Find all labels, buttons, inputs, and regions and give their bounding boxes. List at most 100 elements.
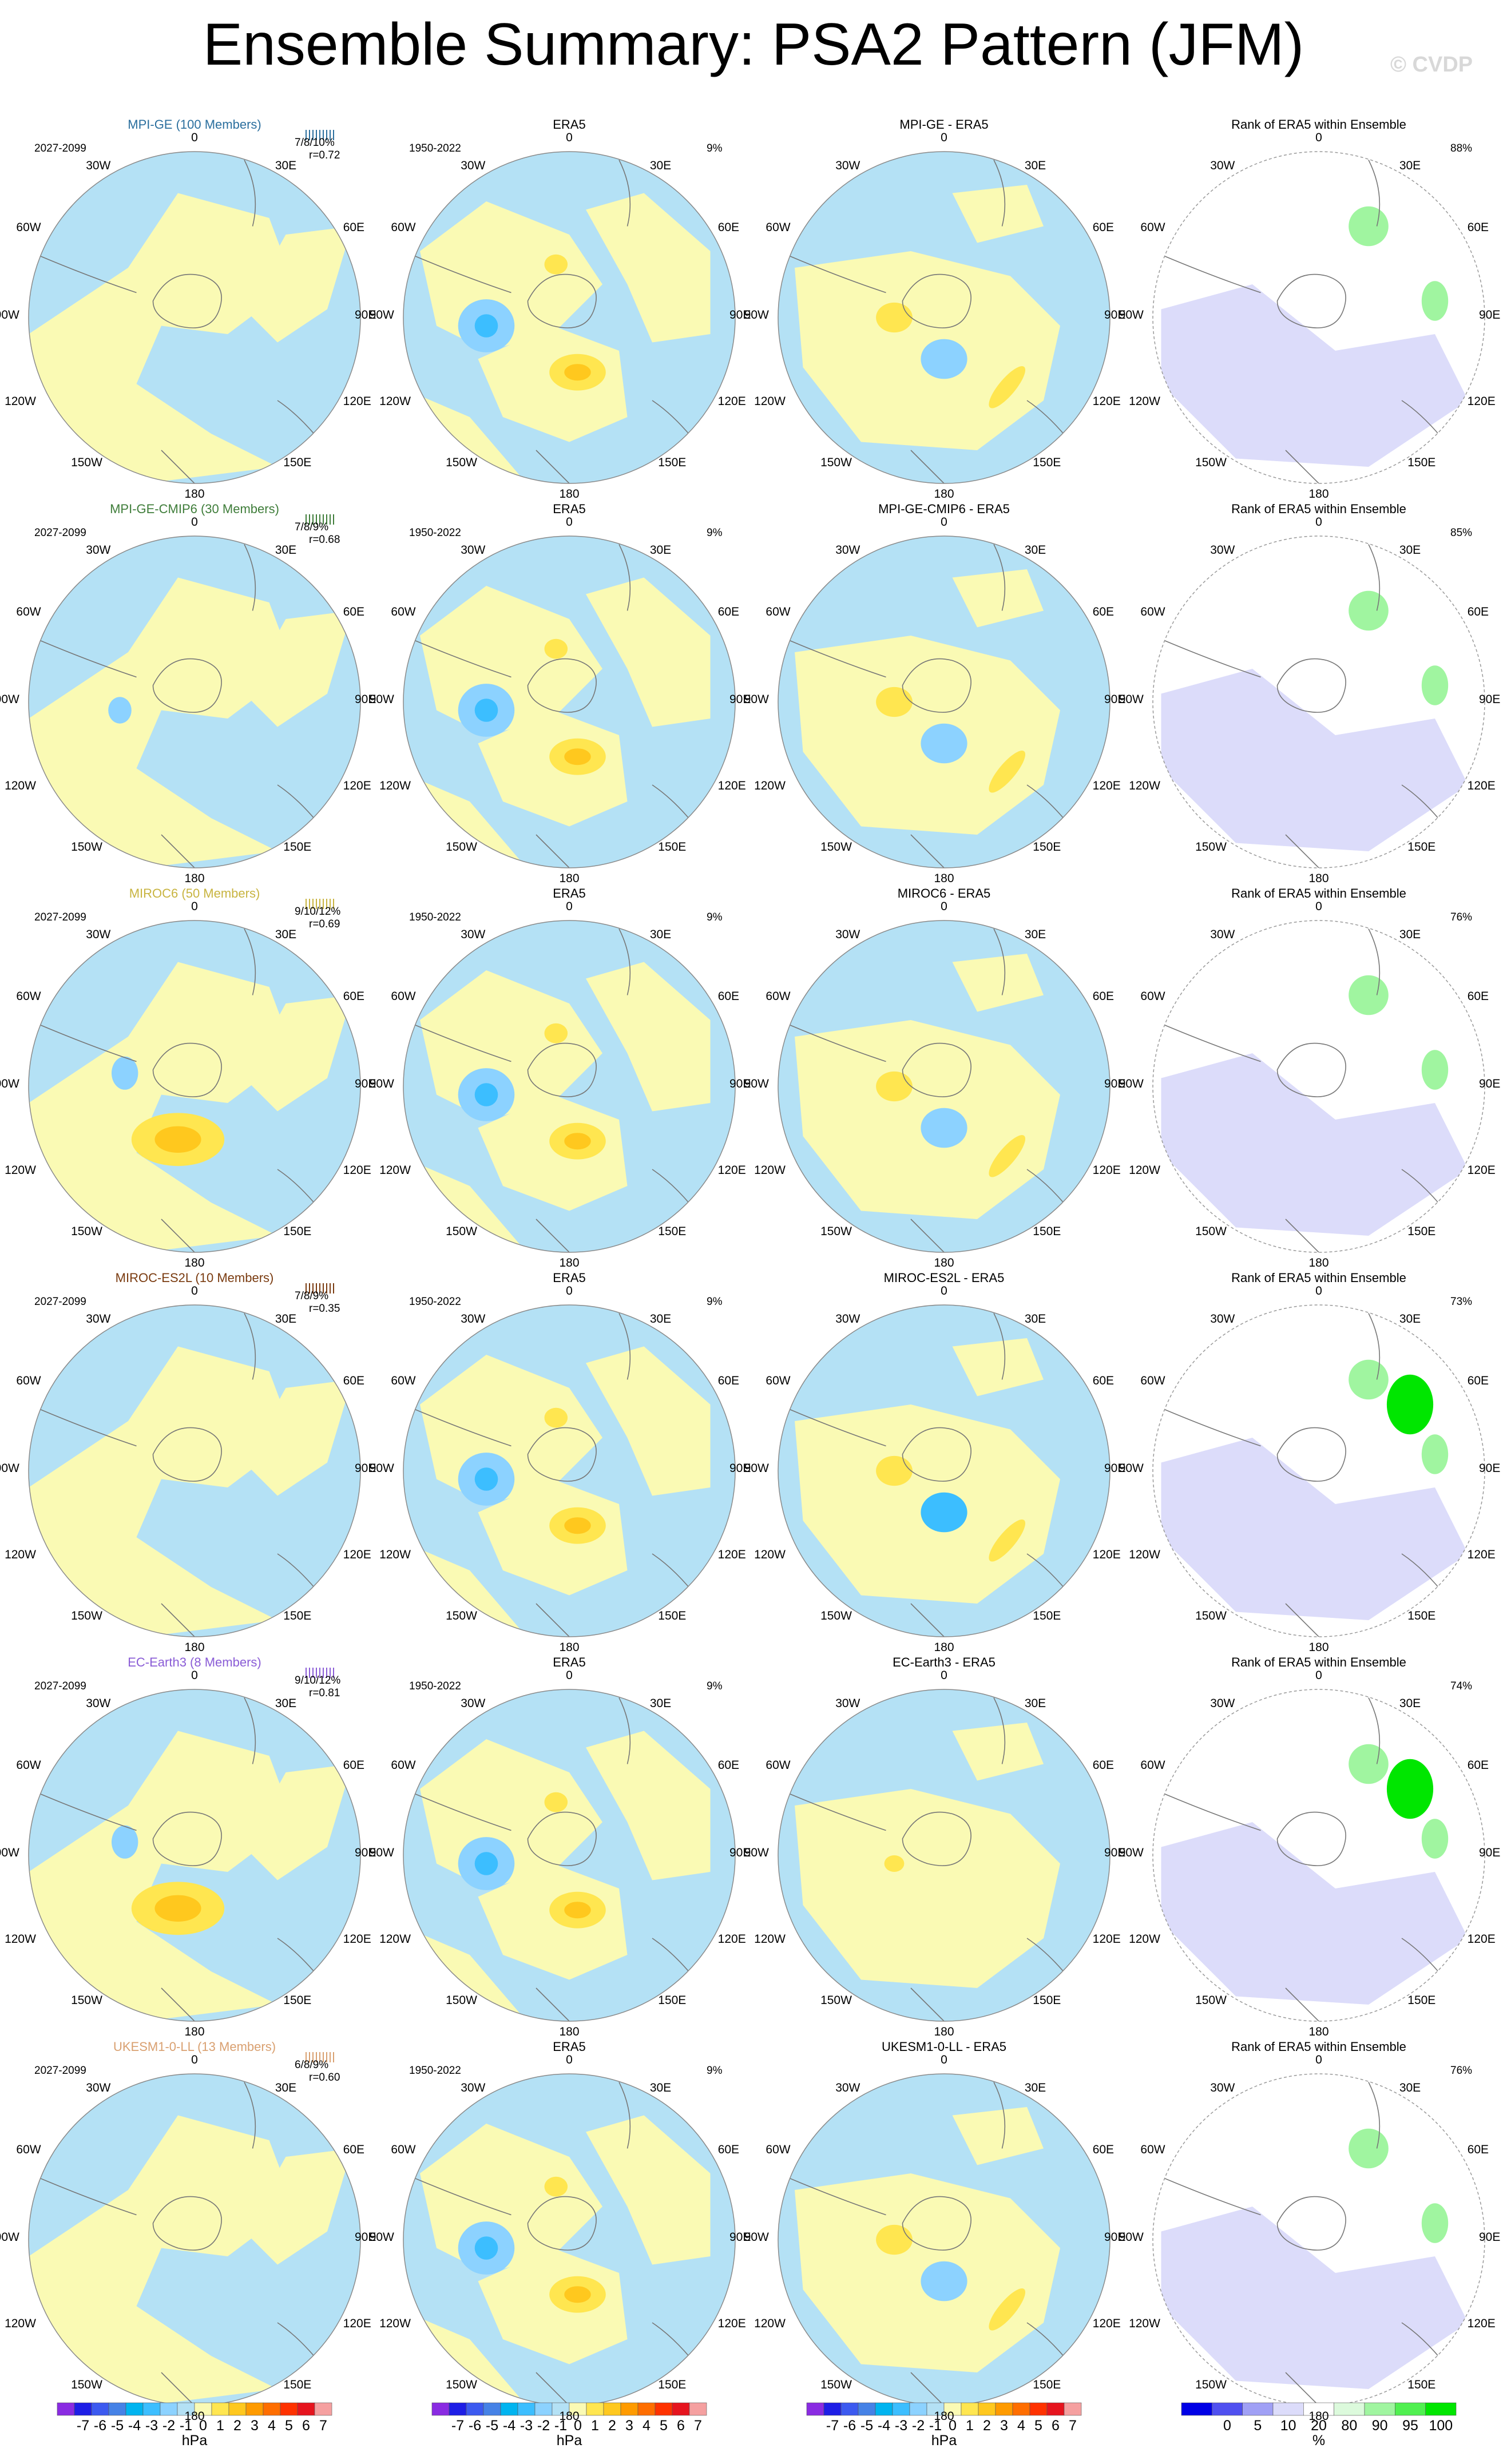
map-outline (778, 151, 1111, 484)
longitude-label: 60E (343, 220, 365, 234)
longitude-label: 0 (1315, 515, 1322, 529)
longitude-label: 120E (1092, 779, 1121, 792)
longitude-label: 120E (343, 1933, 371, 1946)
longitude-label: 30E (1399, 928, 1421, 942)
map-field (1153, 152, 1485, 483)
hpa-colorbar-tick-label: 0 (949, 2418, 957, 2434)
negative-anomaly (474, 1467, 498, 1491)
longitude-label: 90E (729, 2231, 751, 2244)
longitude-label: 90W (1119, 1077, 1144, 1091)
map-field (1153, 1689, 1485, 2021)
obs-panel-title: ERA5 (553, 886, 586, 900)
longitude-label: 150E (1033, 1225, 1061, 1239)
model-panel-title: UKESM1-0-LL (13 Members) (113, 2040, 276, 2054)
longitude-label: 120E (1467, 779, 1496, 792)
longitude-label: 150W (446, 840, 477, 854)
longitude-label: 150W (820, 2378, 852, 2392)
longitude-label: 30W (86, 159, 111, 173)
longitude-label: 120E (1467, 1933, 1496, 1946)
model-pattern-correlation: r=0.68 (309, 534, 340, 546)
longitude-label: 150W (1195, 840, 1227, 854)
negative-anomaly (921, 1108, 967, 1148)
longitude-label: 150W (820, 840, 852, 854)
longitude-label: 150E (283, 456, 312, 470)
obs-panel-title: ERA5 (553, 2040, 586, 2054)
positive-anomaly (564, 364, 591, 381)
positive-anomaly (478, 326, 628, 442)
longitude-label: 60E (1467, 1758, 1489, 1772)
hpa-colorbar-tick-label: 7 (1069, 2418, 1077, 2434)
longitude-label: 30E (275, 159, 297, 173)
longitude-label: 90W (0, 308, 19, 322)
longitude-label: 60W (391, 2142, 416, 2156)
longitude-label: 150W (1195, 2378, 1227, 2392)
longitude-label: 90W (369, 1846, 394, 1860)
model-pattern-correlation: r=0.60 (309, 2072, 340, 2084)
longitude-label: 150E (1407, 2378, 1436, 2392)
longitude-label: 120E (343, 395, 371, 408)
map-outline (1152, 151, 1485, 484)
longitude-label: 90E (1479, 1077, 1501, 1091)
hpa-colorbar-swatch (449, 2402, 467, 2416)
map-field (29, 536, 360, 868)
longitude-label: 120W (5, 1933, 36, 1946)
obs-period: 1950-2022 (409, 911, 461, 923)
longitude-label: 150E (283, 2378, 312, 2392)
longitude-label: 150E (658, 840, 687, 854)
obs-panel-title: ERA5 (553, 502, 586, 516)
map-field (778, 152, 1110, 483)
hpa-colorbar-tick-label: 6 (677, 2418, 685, 2434)
longitude-label: 180 (934, 872, 954, 886)
longitude-label: 120W (1129, 1164, 1160, 1177)
longitude-label: 90E (1104, 1846, 1126, 1860)
hpa-colorbar-tick-label: 2 (608, 2418, 616, 2434)
rank-lowish (1161, 1053, 1468, 1236)
positive-anomaly (876, 302, 913, 333)
map-field (29, 1305, 360, 1637)
longitude-label: 0 (1315, 130, 1322, 144)
longitude-label: 0 (191, 1284, 198, 1298)
hpa-colorbar-swatch (483, 2402, 501, 2416)
positive-anomaly (544, 2176, 568, 2197)
diff-panel-title: MPI-GE - ERA5 (899, 117, 989, 132)
longitude-label: 60E (717, 1374, 740, 1387)
hpa-colorbar-swatch (500, 2402, 518, 2416)
longitude-label: 150E (658, 1609, 687, 1623)
longitude-label: 30W (835, 159, 860, 173)
model-pattern-correlation: r=0.69 (309, 918, 340, 930)
rank-high (1349, 1744, 1389, 1784)
longitude-label: 60E (343, 989, 365, 1003)
longitude-label: 30W (461, 1312, 486, 1326)
positive-anomaly (876, 687, 913, 717)
longitude-label: 0 (566, 130, 573, 144)
hpa-colorbar-tick-label: 2 (983, 2418, 991, 2434)
longitude-label: 0 (1315, 899, 1322, 913)
longitude-label: 150E (1407, 1609, 1436, 1623)
longitude-label: 90W (1119, 1462, 1144, 1475)
rank-high (1421, 281, 1449, 321)
longitude-label: 90W (0, 693, 19, 707)
positive-anomaly (29, 193, 294, 483)
longitude-label: 90E (355, 693, 376, 707)
positive-anomaly (952, 1338, 1044, 1396)
positive-anomaly (544, 1792, 568, 1812)
map-outline (403, 1689, 736, 2022)
longitude-label: 0 (941, 130, 947, 144)
longitude-label: 90W (1119, 308, 1144, 322)
rank-panel-title: Rank of ERA5 within Ensemble (1231, 1655, 1406, 1669)
hpa-colorbar-swatch (672, 2402, 690, 2416)
longitude-label: 0 (1315, 1284, 1322, 1298)
hpa-colorbar-tick-label: 5 (660, 2418, 668, 2434)
hpa-colorbar-tick-label: 3 (1000, 2418, 1008, 2434)
longitude-label: 90W (744, 1077, 769, 1091)
longitude-label: 120W (1129, 2317, 1160, 2330)
longitude-label: 150W (71, 1225, 102, 1239)
map-outline (1152, 535, 1485, 868)
rank-panel-title: Rank of ERA5 within Ensemble (1231, 117, 1406, 132)
longitude-label: 120W (379, 779, 411, 792)
hpa-colorbar-tick-label: -4 (128, 2418, 141, 2434)
longitude-label: 30E (1399, 2081, 1421, 2095)
positive-anomaly (478, 710, 628, 827)
longitude-label: 90E (1104, 1077, 1126, 1091)
rank-highest (1386, 1759, 1434, 1819)
